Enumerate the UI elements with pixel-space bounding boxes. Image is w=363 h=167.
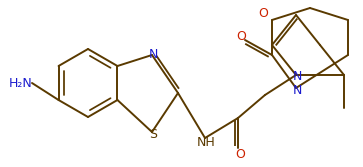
Text: O: O: [236, 30, 246, 42]
Text: O: O: [258, 7, 268, 20]
Text: N: N: [148, 47, 158, 60]
Text: S: S: [149, 127, 157, 140]
Text: H₂N: H₂N: [9, 76, 33, 90]
Text: NH: NH: [197, 136, 215, 149]
Text: N: N: [292, 69, 302, 82]
Text: O: O: [235, 148, 245, 161]
Text: N: N: [292, 84, 302, 97]
